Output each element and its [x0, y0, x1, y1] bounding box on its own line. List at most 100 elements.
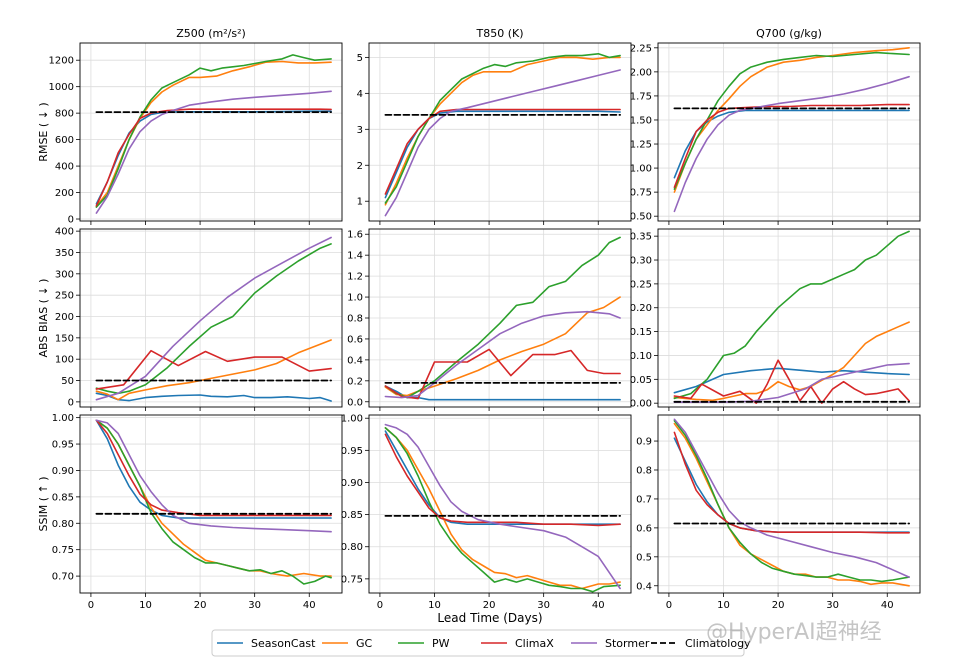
axes-frame: [657, 228, 921, 408]
legend-label-pw: PW: [432, 637, 450, 650]
x-axis-label: Lead Time (Days): [437, 611, 542, 625]
legend-label-seasoncast: SeasonCast: [251, 637, 316, 650]
series-line-pw: [673, 420, 910, 583]
panel-rmse-z500: 0 200 400 600 800 1000 1200 Z500 (m²/s²) RMSE ( …: [37, 27, 343, 226]
y-tick-label: 0.6: [636, 523, 652, 534]
x-tick-label: 30: [826, 600, 839, 611]
x-tick-label: 10: [717, 600, 730, 611]
y-tick-label: 0.95: [341, 446, 363, 457]
y-tick-label: 0.4: [347, 355, 363, 366]
x-tick-label: 30: [248, 600, 261, 611]
y-tick-label: 0.35: [630, 232, 652, 243]
series-line-seasoncast: [384, 110, 621, 199]
series-line-climax: [673, 431, 910, 534]
y-tick-label: 200: [55, 312, 74, 323]
series-line-stormer: [95, 236, 332, 401]
axes-frame: [368, 228, 632, 408]
series-line-pw: [95, 243, 332, 395]
legend-label-gc: GC: [356, 637, 373, 650]
series-line-climax: [384, 433, 621, 527]
y-tick-label: 350: [55, 248, 74, 259]
x-tick-label: 40: [592, 600, 605, 611]
panel-rmse-q700: 0.50 0.75 1.00 1.25 1.50 1.75 2.00 2.25 Q700 (g/…: [630, 27, 921, 225]
axes-frame: [657, 42, 921, 222]
legend-frame: [211, 629, 745, 657]
y-tick-label: 0.7: [636, 494, 652, 505]
y-tick-label: 0.05: [630, 375, 652, 386]
y-tick-label: 1.00: [341, 414, 363, 425]
axes-frame: [79, 228, 343, 408]
y-tick-label: 0.75: [341, 574, 363, 585]
x-tick-label: 30: [537, 600, 550, 611]
y-tick-label: 0.75: [52, 545, 74, 556]
axes-frame: [368, 42, 632, 222]
y-tick-label: 400: [55, 227, 74, 238]
legend: SeasonCast GC PW ClimaX Stormer Climatology: [211, 629, 751, 657]
y-tick-label: 0: [68, 215, 74, 226]
x-tick-label: 20: [772, 600, 785, 611]
y-tick-label: 200: [55, 188, 74, 199]
y-tick-label: 1.6: [347, 230, 363, 241]
series-line-stormer: [384, 310, 621, 399]
y-tick-label: 1.50: [630, 115, 652, 126]
x-tick-label: 10: [139, 600, 152, 611]
series-line-pw: [384, 53, 621, 204]
panel-bias-q700: 0.00 0.05 0.10 0.15 0.20 0.25 0.30 0.35: [630, 228, 921, 411]
y-tick-label: 50: [61, 376, 74, 387]
y-tick-label: 1.2: [347, 272, 363, 283]
y-tick-label: 4: [357, 89, 363, 100]
series-group: [95, 54, 332, 214]
y-tick-label: 5: [357, 53, 363, 64]
y-tick-label: 0.50: [630, 212, 652, 223]
y-axis-label: ABS BIAS ( ↓ ): [37, 279, 50, 358]
panel-title: Z500 (m²/s²): [176, 27, 246, 40]
y-tick-label: 1.75: [630, 91, 652, 102]
y-tick-label: 800: [55, 109, 74, 120]
series-line-seasoncast: [384, 430, 621, 525]
y-tick-label: 0.5: [636, 552, 652, 563]
y-tick-label: 1: [357, 197, 363, 208]
y-tick-label: 1.25: [630, 140, 652, 151]
x-tick-label: 10: [428, 600, 441, 611]
y-tick-label: 0.80: [52, 519, 74, 530]
series-group: [95, 236, 332, 402]
panel-bias-z500: 0 50 100 150 200 250 300 350 400 ABS BIAS ( ↓ ): [37, 227, 343, 411]
y-tick-label: 150: [55, 333, 74, 344]
legend-label-climax: ClimaX: [515, 637, 554, 650]
x-tick-label: 0: [377, 600, 383, 611]
y-tick-label: 0.4: [636, 581, 652, 592]
panel-ssim-t850: 0.75 0.80 0.85 0.90 0.95 1.00 0 10 20 30 40: [341, 414, 632, 611]
series-line-seasoncast: [95, 392, 332, 402]
series-line-seasoncast: [95, 110, 332, 205]
y-tick-label: 0.85: [52, 492, 74, 503]
y-tick-label: 0.80: [341, 542, 363, 553]
y-tick-label: 0.2: [347, 376, 363, 387]
x-tick-label: 40: [303, 600, 316, 611]
y-tick-label: 300: [55, 269, 74, 280]
y-tick-label: 400: [55, 162, 74, 173]
y-tick-label: 0.6: [347, 334, 363, 345]
series-line-gc: [673, 47, 910, 193]
series-line-pw: [95, 54, 332, 208]
y-tick-label: 0.85: [341, 510, 363, 521]
series-line-seasoncast: [673, 367, 910, 394]
y-tick-label: 0.10: [630, 351, 652, 362]
y-tick-label: 1.00: [52, 413, 74, 424]
series-line-pw: [673, 51, 910, 190]
y-tick-label: 0.00: [630, 399, 652, 410]
y-tick-label: 0.95: [52, 440, 74, 451]
panel-title: T850 (K): [475, 27, 523, 40]
y-tick-label: 2.00: [630, 67, 652, 78]
y-tick-label: 1000: [49, 82, 74, 93]
y-tick-label: 100: [55, 355, 74, 366]
y-tick-label: 3: [357, 125, 363, 136]
series-line-pw: [384, 427, 621, 593]
y-tick-label: 1.0: [347, 293, 363, 304]
axes-frame: [368, 414, 632, 594]
y-tick-label: 0.70: [52, 572, 74, 583]
axes-frame: [79, 414, 343, 594]
y-tick-label: 2: [357, 161, 363, 172]
y-tick-label: 250: [55, 291, 74, 302]
